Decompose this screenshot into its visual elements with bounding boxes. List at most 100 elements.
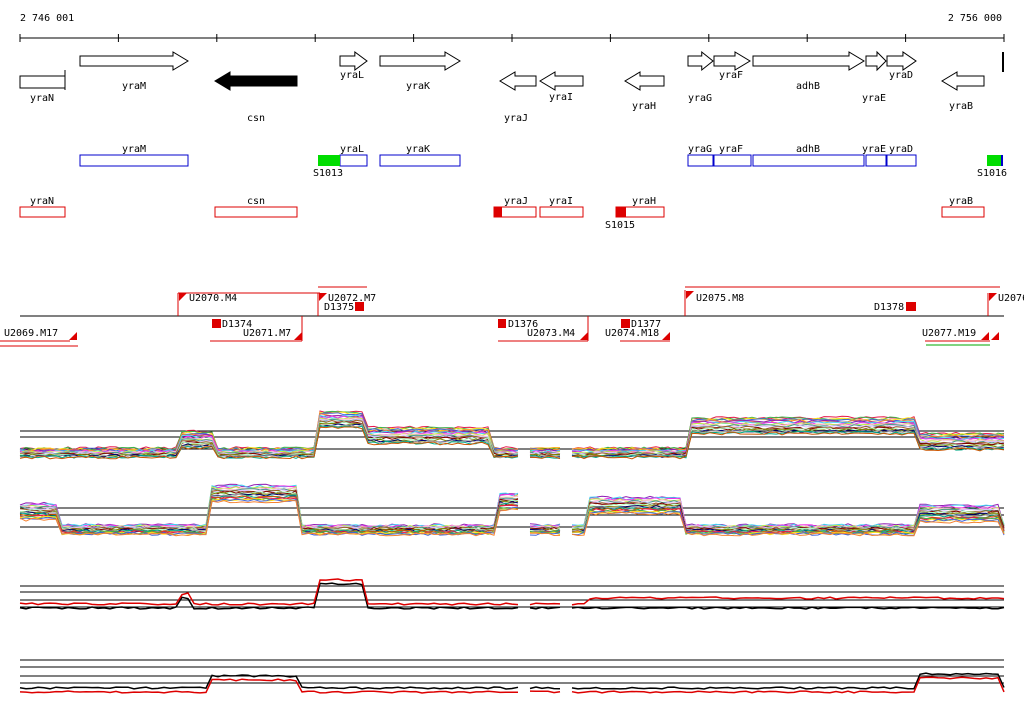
expression-trace (571, 596, 1005, 606)
tu-d1374-box[interactable] (212, 319, 221, 328)
forward-feature-label-yrae: yraE (862, 144, 886, 155)
gene-label-yrab: yraB (949, 101, 973, 112)
reverse-feature-label-yraj: yraJ (504, 196, 528, 207)
forward-feature-label-adhb: adhB (796, 144, 820, 155)
forward-feature-yraf[interactable] (713, 154, 752, 167)
reverse-feature-start-yraj (494, 207, 502, 217)
promoter-s1015-box[interactable] (616, 207, 626, 217)
expression-trace (571, 504, 1005, 533)
expression-trace (571, 506, 1005, 534)
expression-trace (19, 678, 519, 694)
expression-trace (19, 498, 519, 536)
tu-d1375-box[interactable] (355, 302, 364, 311)
promoter-s1016-box[interactable] (987, 155, 1001, 166)
promoter-s1013-box[interactable] (318, 155, 340, 166)
expression-trace (19, 426, 519, 460)
forward-feature-label-yrak: yraK (406, 144, 430, 155)
gene-label-yrag: yraG (688, 93, 712, 104)
expression-trace (19, 483, 519, 528)
expression-profiles (19, 410, 1005, 694)
tu-label-u2074-m18: U2074.M18 (605, 328, 659, 339)
tu-d1377-box[interactable] (621, 319, 630, 328)
tu-start-flag (686, 291, 694, 299)
gene-label-yrad: yraD (889, 70, 913, 81)
gene-adhb-arrow[interactable] (752, 51, 865, 71)
gene-label-yrae: yraE (862, 93, 886, 104)
gene-label-yrah: yraH (632, 101, 656, 112)
tu-label-u2073-m4: U2073.M4 (527, 328, 575, 339)
expression-trace (19, 423, 519, 459)
expression-trace (571, 416, 1005, 451)
expression-trace (571, 672, 1005, 690)
gene-track[interactable]: yraN yraM csn yraL yraK yraJ yraI yraH yraG yraF a… (19, 50, 1004, 124)
promoter-label-s1016: S1016 (977, 168, 1007, 179)
gene-yran-arrow[interactable] (19, 75, 66, 89)
reverse-feature-yrab[interactable] (941, 206, 985, 218)
tu-label-d1375: D1375 (324, 302, 354, 313)
expression-trace (571, 420, 1005, 453)
start-coordinate: 2 746 001 (20, 13, 75, 24)
expression-trace (571, 431, 1005, 460)
gene-csn-arrow[interactable] (214, 71, 298, 91)
tu-label-u2070-m4: U2070.M4 (189, 293, 237, 304)
forward-feature-label-yral: yraL (340, 144, 364, 155)
reverse-feature-label-yran: yraN (30, 196, 54, 207)
gene-label-yraj: yraJ (504, 113, 528, 124)
forward-feature-yral[interactable] (339, 154, 368, 167)
expression-trace (19, 674, 519, 690)
expression-trace (571, 425, 1005, 456)
gene-yrad-arrow[interactable] (886, 51, 917, 71)
tu-label-u2069-m17: U2069.M17 (4, 328, 58, 339)
gene-yraf-arrow[interactable] (713, 51, 751, 71)
tu-start-flag (662, 332, 670, 340)
forward-feature-yrad[interactable] (886, 154, 917, 167)
forward-feature-adhb[interactable] (752, 154, 865, 167)
tu-label-u2071-m7: U2071.M7 (243, 328, 291, 339)
gene-yrab-arrow[interactable] (941, 71, 985, 91)
reverse-feature-label-yrab: yraB (949, 196, 973, 207)
reverse-feature-csn[interactable] (214, 206, 298, 218)
tu-start-flag (69, 332, 77, 340)
reverse-feature-yrai[interactable] (539, 206, 584, 218)
forward-feature-track[interactable]: yraM yraL yraK yraG yraF adhB yraE yraD S1013 S10… (79, 144, 1007, 179)
forward-feature-yram[interactable] (79, 154, 189, 167)
reverse-feature-label-csn: csn (247, 196, 265, 207)
gene-yrae-arrow[interactable] (865, 50, 887, 72)
reverse-feature-track[interactable]: yraN csn yraJ yraI yraH yraB S1015 (19, 196, 985, 231)
tu-d1376-box[interactable] (498, 319, 506, 328)
gene-yrak-arrow[interactable] (379, 51, 461, 71)
expression-trace (529, 602, 561, 606)
forward-feature-yrag[interactable] (687, 154, 714, 167)
expression-trace (19, 499, 519, 537)
gene-label-adhb: adhB (796, 81, 820, 92)
expression-trace (571, 510, 1005, 536)
tu-start-flag (294, 332, 302, 340)
gene-yral-arrow[interactable] (339, 51, 368, 71)
reverse-feature-yran[interactable] (19, 206, 66, 218)
gene-label-yraf: yraF (719, 70, 743, 81)
forward-feature-label-yraf: yraF (719, 144, 743, 155)
gene-yram-arrow[interactable] (79, 51, 189, 71)
gene-yrai-arrow[interactable] (539, 71, 584, 91)
expression-trace (19, 578, 519, 606)
forward-feature-yrak[interactable] (379, 154, 461, 167)
tu-label-u2075-m8: U2075.M8 (696, 293, 744, 304)
expression-trace (529, 606, 561, 610)
gene-yraj-arrow[interactable] (499, 71, 537, 91)
tu-start-flag (989, 293, 997, 301)
gene-yrah-arrow[interactable] (624, 71, 665, 91)
tu-label-d1377: D1377 (631, 319, 661, 330)
tu-label-u2076: U2076 (998, 293, 1024, 304)
expression-trace (529, 532, 561, 537)
forward-feature-label-yrad: yraD (889, 144, 913, 155)
forward-feature-yrae[interactable] (865, 154, 887, 167)
tu-label-d1376: D1376 (508, 319, 538, 330)
expression-trace (571, 676, 1005, 694)
gene-yrag-arrow[interactable] (687, 50, 714, 72)
expression-trace (571, 423, 1005, 455)
promoter-label-s1015: S1015 (605, 220, 635, 231)
tu-d1378-box[interactable] (906, 302, 916, 311)
